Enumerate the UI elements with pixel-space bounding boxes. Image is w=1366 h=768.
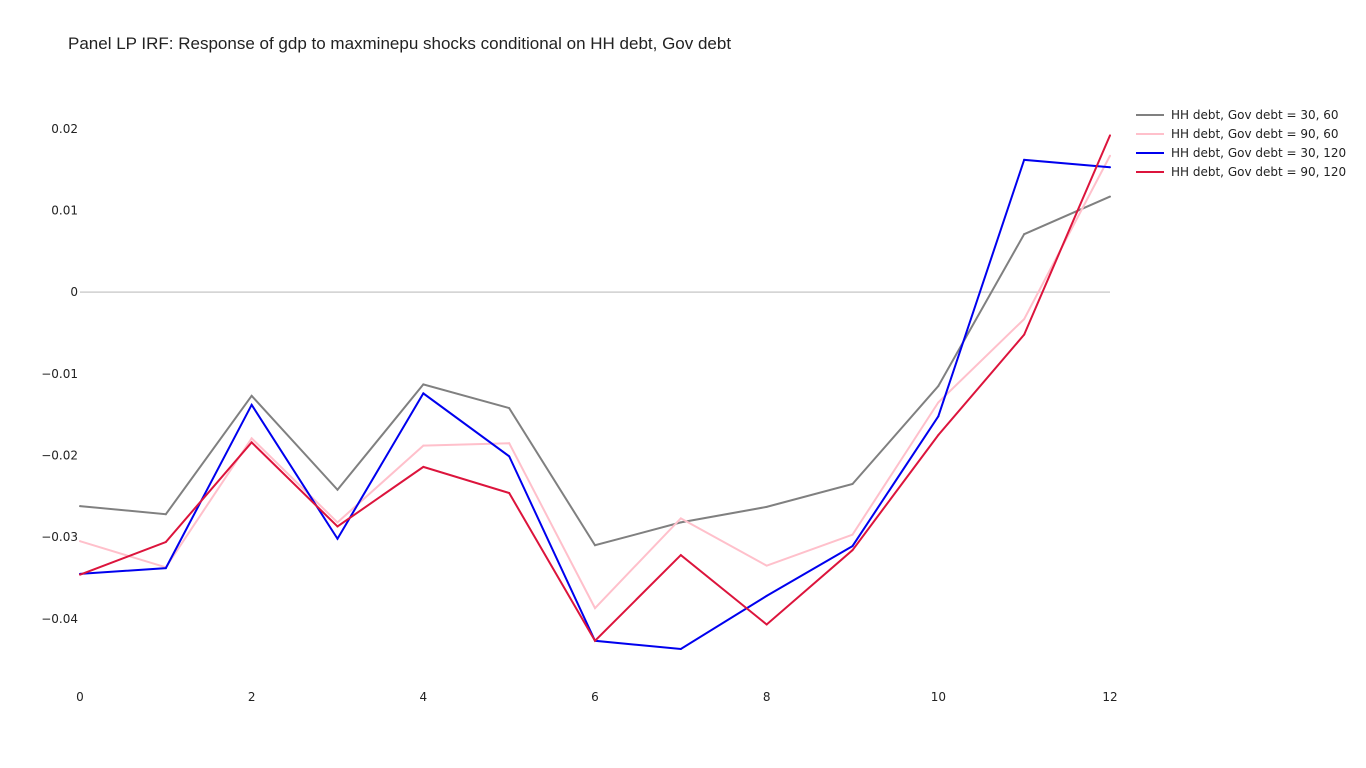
x-tick-label: 10 [931,690,946,704]
series-point [336,525,339,528]
series-point [422,383,425,386]
legend-item[interactable]: HH debt, Gov debt = 90, 60 [1136,127,1339,141]
series-point [250,403,253,406]
series-point [508,492,511,495]
series-point [508,407,511,410]
series-point [250,441,253,444]
series-point [594,544,596,547]
series-point [336,488,339,491]
series-point [937,415,940,418]
series-point [937,434,940,437]
series-line [79,158,1111,650]
series-point [851,533,854,536]
legend-label: HH debt, Gov debt = 30, 120 [1171,146,1346,160]
series-point [422,465,425,468]
series-point [250,437,253,440]
x-tick-label: 2 [248,690,256,704]
series-0 [79,195,1111,547]
series-point [336,521,339,524]
series-point [1109,154,1111,157]
y-tick-label: −0.04 [41,612,78,626]
series-point [1109,195,1111,198]
series-1 [79,154,1111,610]
x-tick-label: 12 [1102,690,1117,704]
x-tick-label: 8 [763,690,771,704]
series-point [336,537,339,540]
series-lines [79,134,1111,650]
series-point [937,385,940,388]
series-point [422,444,425,447]
series-point [765,623,768,626]
series-point [1023,318,1026,321]
y-tick-label: 0 [70,285,78,299]
series-point [79,540,81,543]
series-point [79,505,81,508]
series-2 [79,158,1111,650]
series-point [765,594,768,597]
series-3 [79,134,1111,643]
legend-label: HH debt, Gov debt = 90, 60 [1171,127,1339,141]
series-point [164,513,167,516]
series-point [937,401,940,404]
series-point [1023,233,1026,236]
series-point [1109,134,1111,137]
series-point [164,567,167,570]
series-point [1023,333,1026,336]
series-point [679,517,682,520]
legend-item[interactable]: HH debt, Gov debt = 30, 60 [1136,108,1339,122]
legend[interactable]: HH debt, Gov debt = 30, 60 HH debt, Gov d… [1136,108,1346,179]
chart-title: Panel LP IRF: Response of gdp to maxmine… [68,34,732,53]
series-point [851,483,854,486]
series-line [79,155,1111,610]
series-point [851,545,854,548]
x-axis-tick-labels: 0 2 4 6 8 10 12 [76,690,1117,704]
series-point [1109,166,1111,169]
y-tick-label: −0.02 [41,448,78,462]
series-point [594,639,596,642]
series-point [765,505,768,508]
series-point [508,455,511,458]
series-point [679,554,682,557]
series-point [250,394,253,397]
series-point [594,607,596,610]
legend-item[interactable]: HH debt, Gov debt = 90, 120 [1136,165,1346,179]
series-line [79,195,1111,547]
series-point [508,442,511,445]
legend-item[interactable]: HH debt, Gov debt = 30, 120 [1136,146,1346,160]
series-point [765,564,768,567]
x-tick-label: 0 [76,690,84,704]
y-tick-label: −0.03 [41,530,78,544]
y-tick-label: 0.01 [51,203,78,217]
legend-label: HH debt, Gov debt = 90, 120 [1171,165,1346,179]
series-point [851,549,854,552]
y-tick-label: −0.01 [41,367,78,381]
x-tick-label: 4 [420,690,428,704]
legend-label: HH debt, Gov debt = 30, 60 [1171,108,1339,122]
series-point [679,521,682,524]
y-axis-tick-labels: −0.04 −0.03 −0.02 −0.01 0 0.01 0.02 [41,122,78,626]
series-point [164,541,167,544]
series-line [79,134,1111,643]
series-point [1023,158,1026,161]
series-point [679,647,682,650]
series-point [79,573,81,576]
series-point [422,392,425,395]
y-tick-label: 0.02 [51,122,78,136]
x-tick-label: 6 [591,690,599,704]
